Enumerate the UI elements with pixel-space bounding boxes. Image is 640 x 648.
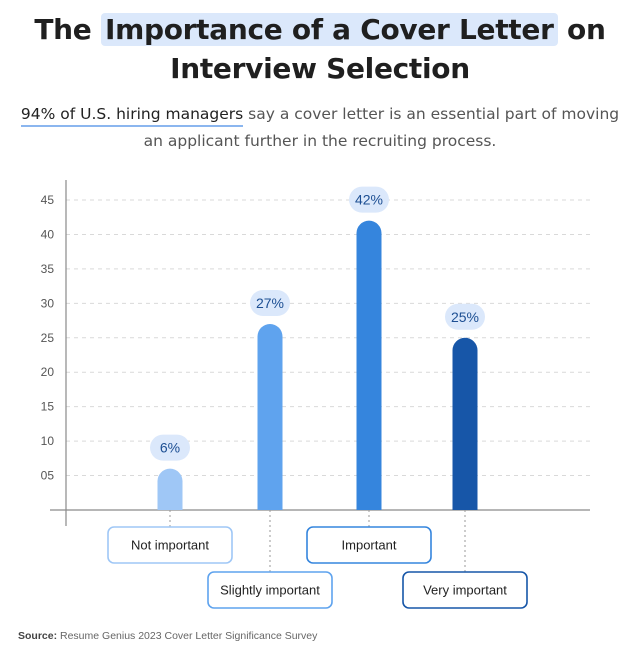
y-tick-label: 40 (41, 227, 55, 241)
subtitle-emphasis: 94% of U.S. hiring managers (20, 105, 244, 127)
x-tick-label: Not important (131, 538, 209, 553)
source-label: Source: (18, 630, 58, 642)
source-note: Source: Resume Genius 2023 Cover Letter … (18, 630, 317, 642)
y-tick-label: 30 (41, 296, 55, 310)
data-label: 27% (256, 295, 284, 311)
title-line-2: Interview Selection (170, 52, 470, 85)
source-text: Resume Genius 2023 Cover Letter Signific… (57, 630, 318, 642)
value-bubble (349, 186, 389, 213)
category-box (306, 526, 432, 564)
bar (356, 220, 382, 510)
y-tick-label: 45 (41, 193, 55, 207)
y-tick-label: 35 (41, 262, 55, 276)
data-label: 6% (160, 440, 180, 456)
title-suffix: on (557, 13, 606, 46)
x-tick-label: Slightly important (220, 583, 320, 598)
bar (452, 337, 478, 510)
data-label: 25% (451, 309, 479, 325)
y-tick-label: 05 (41, 469, 55, 483)
x-tick-label: Very important (423, 583, 507, 598)
data-label: 42% (355, 192, 383, 208)
x-tick-label: Important (342, 538, 397, 553)
page-title: The Importance of a Cover Letter on Inte… (0, 10, 640, 88)
subtitle: 94% of U.S. hiring managers say a cover … (10, 101, 630, 155)
y-tick-label: 15 (41, 400, 55, 414)
y-tick-label: 25 (41, 331, 55, 345)
subtitle-text: say a cover letter is an essential part … (143, 105, 620, 150)
bar-chart: 05 10 15 20 25 30 35 40 45 6% Not important 27% Slig… (41, 180, 590, 609)
bar (157, 468, 183, 510)
category-box (207, 571, 333, 609)
y-tick-label: 10 (41, 434, 55, 448)
title-line-1: The Importance of a Cover Letter on (0, 10, 640, 49)
title-highlight: Importance of a Cover Letter (100, 13, 558, 46)
category-box (402, 571, 528, 609)
y-tick-label: 20 (41, 365, 55, 379)
bar (257, 324, 283, 510)
title-prefix: The (34, 13, 101, 46)
value-bubble (250, 290, 290, 316)
category-box (107, 526, 233, 564)
value-bubble (150, 434, 190, 461)
value-bubble (445, 303, 485, 330)
